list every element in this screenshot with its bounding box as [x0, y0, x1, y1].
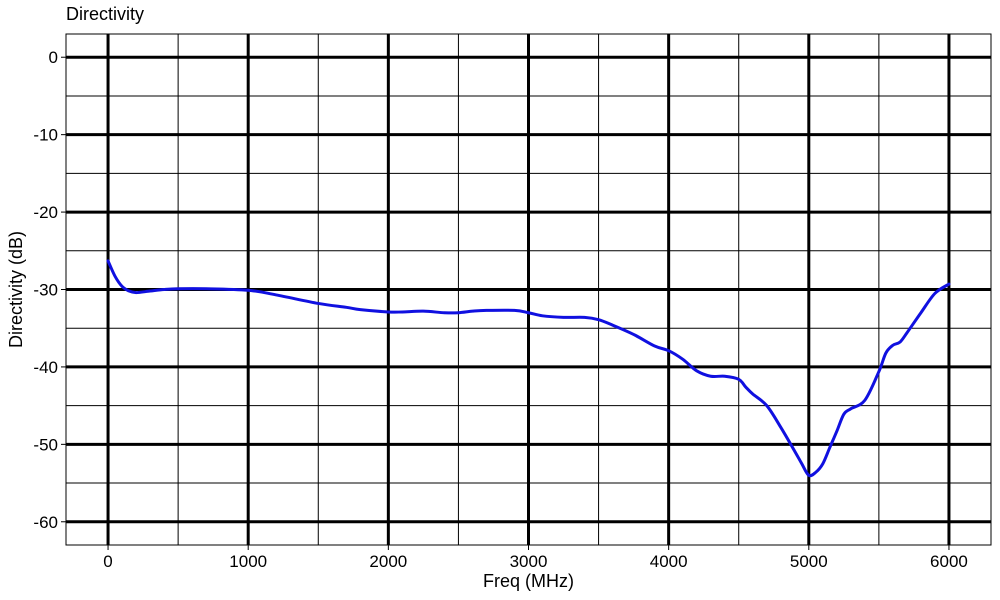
x-axis-label: Freq (MHz)	[483, 571, 574, 591]
x-tick-label: 1000	[229, 552, 267, 571]
major-grid	[66, 34, 991, 545]
x-axis-ticks: 0 1000 2000 3000 4000 5000 6000	[103, 545, 968, 571]
x-tick-label: 6000	[930, 552, 968, 571]
y-tick-label: -40	[33, 358, 58, 377]
chart-title: Directivity	[66, 4, 145, 24]
y-tick-label: -50	[33, 435, 58, 454]
y-tick-label: -60	[33, 513, 58, 532]
x-tick-label: 4000	[650, 552, 688, 571]
x-tick-label: 3000	[510, 552, 548, 571]
x-tick-label: 0	[103, 552, 112, 571]
x-tick-label: 2000	[369, 552, 407, 571]
y-tick-label: -20	[33, 203, 58, 222]
x-tick-label: 5000	[790, 552, 828, 571]
y-tick-label: -10	[33, 126, 58, 145]
directivity-series-line	[106, 259, 951, 478]
y-axis-label: Directivity (dB)	[6, 231, 26, 348]
y-axis-ticks: 0 -10 -20 -30 -40 -50 -60	[33, 48, 66, 532]
y-tick-label: 0	[49, 48, 58, 67]
y-tick-label: -30	[33, 281, 58, 300]
